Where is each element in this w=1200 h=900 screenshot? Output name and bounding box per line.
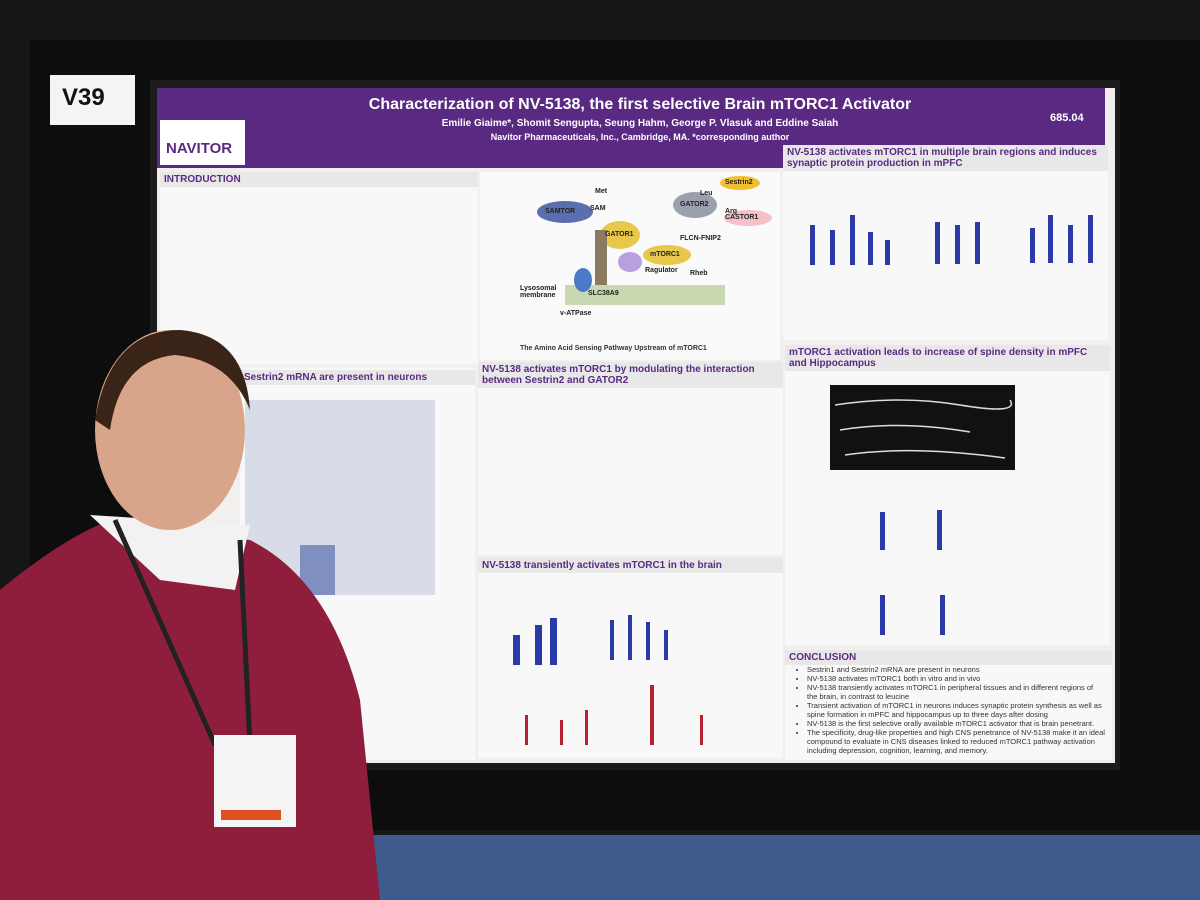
affiliation: Navitor Pharmaceuticals, Inc., Cambridge…: [490, 132, 790, 142]
section-heading: INTRODUCTION: [160, 172, 478, 187]
diagram-label: Ragulator: [645, 267, 678, 274]
diagram-label: GATOR2: [680, 201, 709, 208]
diagram-label: CASTOR1: [725, 214, 759, 221]
diagram-label: Met: [595, 188, 608, 195]
logo: NAVITOR: [166, 140, 233, 157]
conclusion: Sestrin1 and Sestrin2 mRNA are present i…: [795, 665, 1105, 755]
conclusion-item: Sestrin1 and Sestrin2 mRNA are present i…: [807, 665, 1105, 674]
conclusion-item: Transient activation of mTORC1 in neuron…: [807, 701, 1105, 719]
section-heading: CONCLUSION: [785, 650, 1112, 665]
diagram-label: Leu: [700, 190, 713, 197]
section-heading: NV-5138 transiently activates mTORC1 in …: [478, 558, 783, 573]
diagram-label: Rheb: [690, 270, 708, 277]
diagram-label: SAM: [590, 205, 606, 212]
section-heading: Sestrin2 mRNA are present in neurons: [240, 370, 475, 385]
diagram-label: GATOR1: [605, 231, 634, 238]
section-heading: NV-5138 activates mTORC1 in multiple bra…: [783, 145, 1108, 171]
diagram-label: Lysosomal membrane: [520, 285, 557, 299]
diagram-label: Sestrin2: [725, 179, 753, 186]
section-heading: mTORC1 activation leads to increase of s…: [785, 345, 1110, 371]
diagram-caption: The Amino Acid Sensing Pathway Upstream …: [520, 345, 707, 352]
conclusion-item: The specificity, drug-like properties an…: [807, 728, 1105, 755]
conclusion-list: Sestrin1 and Sestrin2 mRNA are present i…: [795, 665, 1105, 755]
authors: Emilie Giaime*, Shomit Sengupta, Seung H…: [441, 118, 839, 129]
diagram-label: v-ATPase: [560, 310, 592, 317]
diagram-label: mTORC1: [650, 251, 680, 258]
diagram-label: SLC38A9: [588, 290, 619, 297]
diagram-label: FLCN-FNIP2: [680, 235, 721, 242]
conclusion-item: NV-5138 activates mTORC1 both in vitro a…: [807, 674, 1105, 683]
board-label: V39: [62, 84, 105, 111]
poster-title: Characterization of NV-5138, the first s…: [368, 96, 912, 113]
conclusion-item: NV-5138 transiently activates mTORC1 in …: [807, 683, 1105, 701]
diagram-label: SAMTOR: [545, 208, 576, 215]
poster-number: 685.04: [1050, 112, 1084, 124]
section-heading: NV-5138 activates mTORC1 by modulating t…: [478, 362, 783, 388]
diagram-label: Arg: [725, 208, 738, 215]
conclusion-item: NV-5138 is the first selective orally av…: [807, 719, 1105, 728]
